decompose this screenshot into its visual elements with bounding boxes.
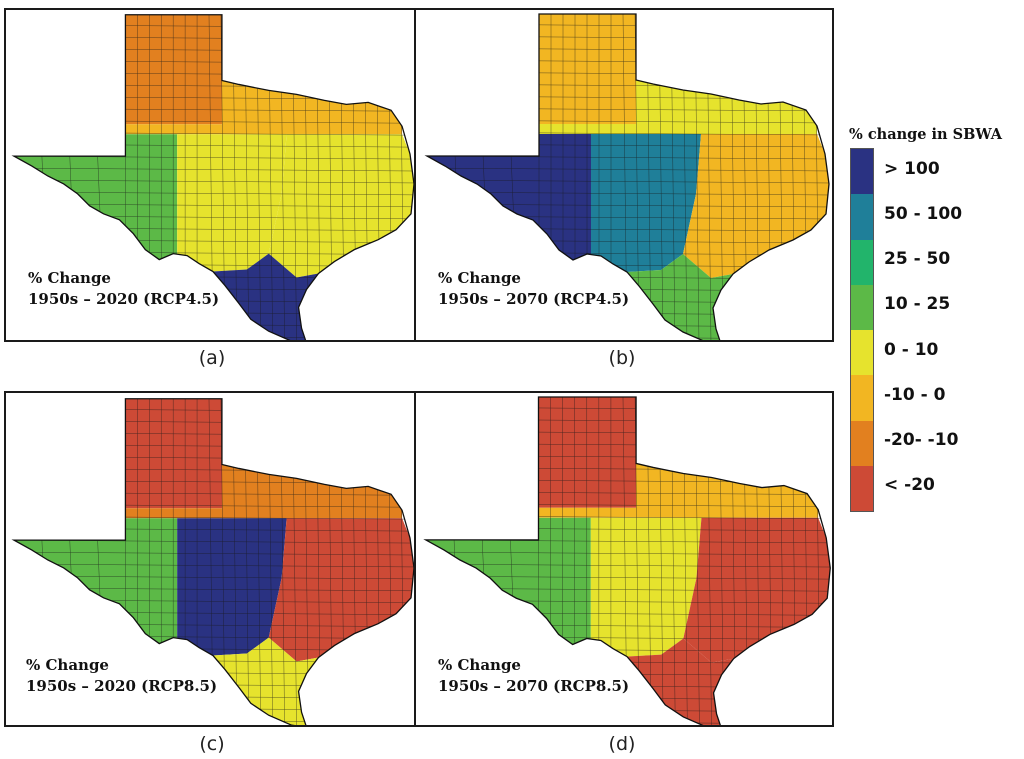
region-north [539, 80, 817, 134]
annotation-line1: % Change [438, 656, 521, 674]
region-panhandle [539, 14, 653, 124]
texas-outline [11, 14, 414, 340]
legend-label: 10 - 25 [884, 294, 951, 314]
caption-b: (b) [608, 347, 636, 369]
region-west [13, 518, 178, 648]
legend-label: -10 - 0 [884, 385, 946, 405]
annotation-line1: % Change [28, 269, 111, 287]
region-panhandle [125, 14, 239, 125]
annotation-line2: 1950s – 2020 (RCP4.5) [28, 290, 220, 308]
texas-outline [423, 396, 831, 725]
legend-swatch [851, 375, 873, 421]
texas-map-b [424, 13, 830, 340]
legend-swatch [851, 149, 873, 195]
legend-swatch [851, 194, 873, 240]
annotation-line2: 1950s – 2020 (RCP8.5) [26, 677, 218, 695]
map-annotation-a: % Change 1950s – 2020 (RCP4.5) [28, 268, 219, 310]
legend-label: < -20 [884, 475, 935, 495]
map-panel-d: % Change 1950s – 2070 (RCP8.5) [414, 391, 834, 727]
legend-color-bar [850, 148, 874, 512]
region-north [125, 464, 403, 519]
annotation-line2: 1950s – 2070 (RCP8.5) [438, 677, 630, 695]
region-south [212, 253, 319, 340]
caption-d: (d) [608, 733, 636, 755]
region-south [627, 254, 733, 340]
caption-c: (c) [199, 733, 225, 755]
legend-swatch [851, 465, 873, 511]
legend-swatch [851, 330, 873, 376]
annotation-line2: 1950s – 2070 (RCP4.5) [438, 290, 630, 308]
texas-outline [424, 13, 830, 340]
legend-label: 50 - 100 [884, 204, 963, 224]
map-panel-a: % Change 1950s – 2020 (RCP4.5) [4, 8, 416, 342]
legend-title: % change in SBWA [849, 126, 1002, 143]
legend-swatch [851, 420, 873, 466]
map-annotation-d: % Change 1950s – 2070 (RCP8.5) [438, 655, 629, 697]
region-north [125, 80, 403, 135]
annotation-line1: % Change [438, 269, 521, 287]
region-south [212, 637, 319, 725]
map-annotation-b: % Change 1950s – 2070 (RCP4.5) [438, 268, 629, 310]
texas-map-c [11, 398, 414, 725]
caption-a: (a) [198, 347, 226, 369]
legend-swatch [851, 239, 873, 285]
map-annotation-c: % Change 1950s – 2020 (RCP8.5) [26, 655, 217, 697]
map-regions [13, 14, 414, 340]
legend-label: 0 - 10 [884, 340, 939, 360]
texas-map-a [11, 14, 414, 340]
texas-map-d [423, 396, 831, 725]
texas-outline [11, 398, 414, 725]
legend-swatch [851, 284, 873, 330]
legend-label: 25 - 50 [884, 249, 951, 269]
region-panhandle [538, 397, 654, 508]
legend-label: -20- -10 [884, 430, 959, 450]
map-panel-c: % Change 1950s – 2020 (RCP8.5) [4, 391, 416, 727]
legend-label: > 100 [884, 159, 940, 179]
annotation-line1: % Change [26, 656, 109, 674]
region-west [427, 134, 591, 264]
region-south [627, 638, 734, 725]
region-north [538, 463, 819, 518]
map-panel-b: % Change 1950s – 2070 (RCP4.5) [414, 8, 834, 342]
region-west [13, 134, 178, 264]
region-west [425, 517, 591, 649]
region-panhandle [125, 398, 239, 509]
